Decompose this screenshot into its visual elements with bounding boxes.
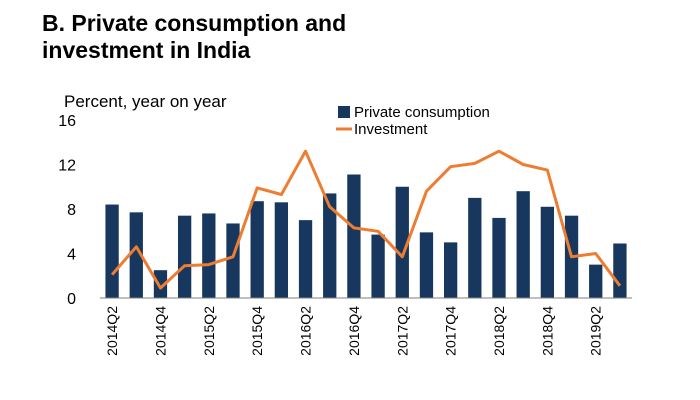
y-tick-label: 16 [58, 113, 76, 130]
y-axis-label: Percent, year on year [64, 92, 227, 111]
bar-private-consumption [492, 217, 506, 298]
bar-private-consumption [105, 204, 119, 298]
chart-title-line-2: investment in India [42, 37, 251, 63]
x-tick-label: 2015Q2 [201, 306, 217, 356]
x-tick-label: 2015Q4 [249, 306, 265, 356]
legend-label-private-consumption: Private consumption [354, 104, 490, 121]
bar-private-consumption [468, 197, 482, 298]
line-investment [110, 149, 622, 290]
x-tick-label: 2016Q2 [298, 306, 314, 356]
x-tick-label: 2014Q4 [152, 306, 168, 356]
bar-private-consumption [419, 232, 434, 298]
bar-private-consumption [395, 186, 409, 298]
bar-private-consumption [177, 215, 192, 298]
bar-private-consumption [129, 212, 143, 298]
bar-private-consumption [226, 223, 240, 298]
legend-label-investment: Investment [354, 121, 428, 138]
bar-private-consumption [250, 201, 264, 298]
y-tick-label: 12 [58, 158, 76, 175]
bar-private-consumption [323, 193, 337, 298]
x-tick-label: 2018Q4 [539, 306, 555, 356]
x-tick-label: 2016Q4 [346, 306, 362, 356]
x-tick-label: 2018Q2 [491, 306, 507, 356]
bar-private-consumption [347, 174, 361, 298]
bar-private-consumption [589, 264, 603, 298]
y-tick-label: 0 [67, 291, 76, 308]
x-tick-label: 2017Q4 [443, 306, 459, 356]
bar-private-consumption [443, 242, 458, 298]
x-tick-label: 2017Q2 [394, 306, 410, 356]
bar-private-consumption [202, 213, 216, 298]
chart-title: B. Private consumption and investment in… [42, 10, 346, 64]
chart-title-line-1: B. Private consumption and [42, 10, 347, 36]
bar-private-consumption [371, 234, 385, 298]
bar-private-consumption [274, 202, 289, 298]
bar-private-consumption [613, 243, 627, 298]
legend-swatch-private-consumption [338, 106, 350, 118]
bar-private-consumption [540, 206, 555, 298]
y-tick-label: 8 [67, 202, 76, 219]
bar-private-consumption [516, 191, 530, 298]
y-tick-label: 4 [67, 247, 76, 264]
bar-private-consumption [153, 270, 168, 298]
bar-private-consumption [298, 220, 313, 298]
x-tick-label: 2019Q2 [588, 306, 604, 356]
x-tick-label: 2014Q2 [104, 306, 120, 356]
